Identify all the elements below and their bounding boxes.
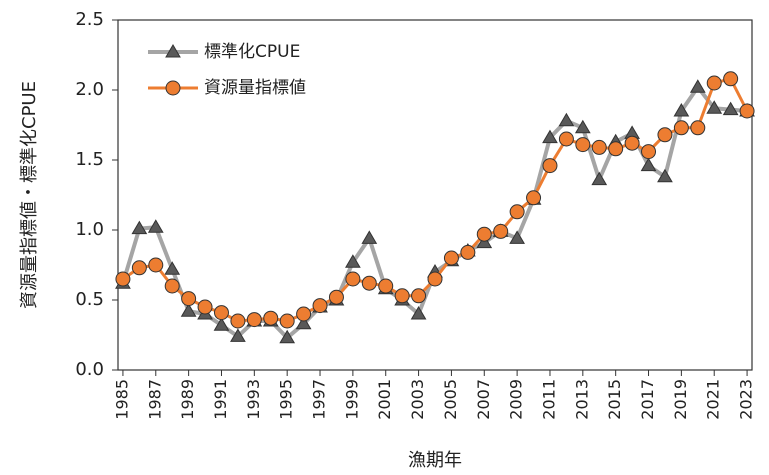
- x-tick-label: 2005: [441, 379, 460, 420]
- data-point: [574, 119, 591, 134]
- y-tick-label: 1.0: [75, 219, 104, 240]
- data-point: [673, 120, 689, 136]
- data-point: [328, 289, 344, 305]
- data-point: [493, 223, 509, 239]
- x-tick-label: 2023: [737, 379, 756, 420]
- data-point: [410, 306, 427, 320]
- data-point: [673, 103, 690, 117]
- data-point: [263, 310, 279, 326]
- plot-frame: [117, 19, 753, 371]
- data-point: [394, 288, 410, 304]
- y-tick-label: 2.0: [75, 79, 104, 100]
- data-point: [608, 141, 624, 157]
- data-point: [689, 79, 706, 93]
- legend-marker: [165, 44, 181, 58]
- data-point: [657, 127, 673, 143]
- x-tick-label: 2007: [474, 379, 493, 420]
- data-point: [197, 299, 213, 315]
- x-tick-label: 1991: [211, 379, 230, 420]
- x-tick-label: 2001: [375, 379, 394, 420]
- data-point: [164, 278, 180, 294]
- x-tick-label: 2003: [408, 379, 427, 420]
- legend-label: 標準化CPUE: [204, 42, 300, 62]
- data-point: [723, 71, 739, 87]
- data-point: [690, 120, 706, 136]
- legend-label: 資源量指標値: [204, 78, 306, 98]
- x-tick-label: 2019: [671, 379, 690, 420]
- y-tick-label: 0.5: [75, 289, 104, 310]
- data-point: [213, 305, 229, 321]
- x-tick-label: 1997: [310, 379, 329, 420]
- data-point: [164, 261, 181, 275]
- x-tick-label: 1987: [145, 379, 164, 420]
- data-point: [361, 230, 378, 244]
- data-point: [312, 298, 328, 314]
- data-point: [180, 303, 197, 317]
- data-point: [542, 158, 558, 174]
- data-point: [345, 271, 361, 287]
- data-point: [558, 131, 574, 147]
- data-point: [509, 204, 525, 220]
- y-tick-label: 1.5: [75, 149, 104, 170]
- data-point: [591, 171, 608, 186]
- data-point: [115, 271, 131, 287]
- data-point: [460, 244, 476, 260]
- data-point: [148, 257, 164, 273]
- x-tick-label: 1989: [178, 379, 197, 420]
- data-point: [706, 100, 723, 114]
- data-point: [295, 315, 312, 330]
- data-point: [131, 220, 148, 235]
- data-point: [641, 144, 657, 160]
- series-line: [121, 85, 748, 340]
- y-tick-label: 0.0: [75, 359, 104, 380]
- data-point: [591, 139, 607, 155]
- data-point: [640, 157, 657, 172]
- data-point: [378, 278, 394, 294]
- data-point: [147, 219, 164, 233]
- data-point: [575, 137, 591, 153]
- x-tick-label: 2017: [638, 379, 657, 420]
- x-tick-label: 2015: [605, 379, 624, 420]
- data-point: [706, 75, 722, 91]
- data-point: [361, 275, 377, 291]
- x-tick-label: 1985: [112, 379, 131, 420]
- data-point: [279, 313, 295, 329]
- data-point: [443, 250, 459, 266]
- data-point: [279, 329, 296, 344]
- y-tick-label: 2.5: [75, 9, 104, 30]
- y-axis-title: 資源量指標値・標準化CPUE: [19, 81, 40, 309]
- x-tick-label: 1993: [244, 379, 263, 420]
- data-point: [558, 112, 575, 127]
- data-point: [131, 260, 147, 276]
- data-point: [542, 129, 558, 144]
- x-tick-label: 2011: [539, 379, 558, 420]
- data-point: [476, 226, 492, 242]
- data-point: [213, 317, 230, 331]
- data-point: [722, 101, 739, 116]
- data-point: [624, 135, 640, 151]
- x-tick-label: 2021: [704, 379, 723, 420]
- x-axis-title: 漁期年: [408, 450, 462, 471]
- data-point: [526, 190, 542, 206]
- x-tick-label: 2013: [572, 379, 591, 420]
- legend-marker: [165, 80, 181, 96]
- data-point: [246, 312, 262, 328]
- data-point: [296, 306, 312, 322]
- data-point: [230, 328, 246, 342]
- data-point: [739, 103, 755, 119]
- x-tick-label: 1995: [277, 379, 296, 420]
- data-point: [427, 271, 443, 287]
- data-point: [411, 288, 427, 304]
- data-point: [345, 254, 361, 268]
- data-point: [230, 313, 246, 329]
- x-tick-label: 2009: [507, 379, 526, 420]
- data-point: [509, 230, 525, 244]
- data-point: [181, 291, 197, 307]
- data-point: [657, 168, 673, 183]
- x-tick-label: 1999: [342, 379, 361, 420]
